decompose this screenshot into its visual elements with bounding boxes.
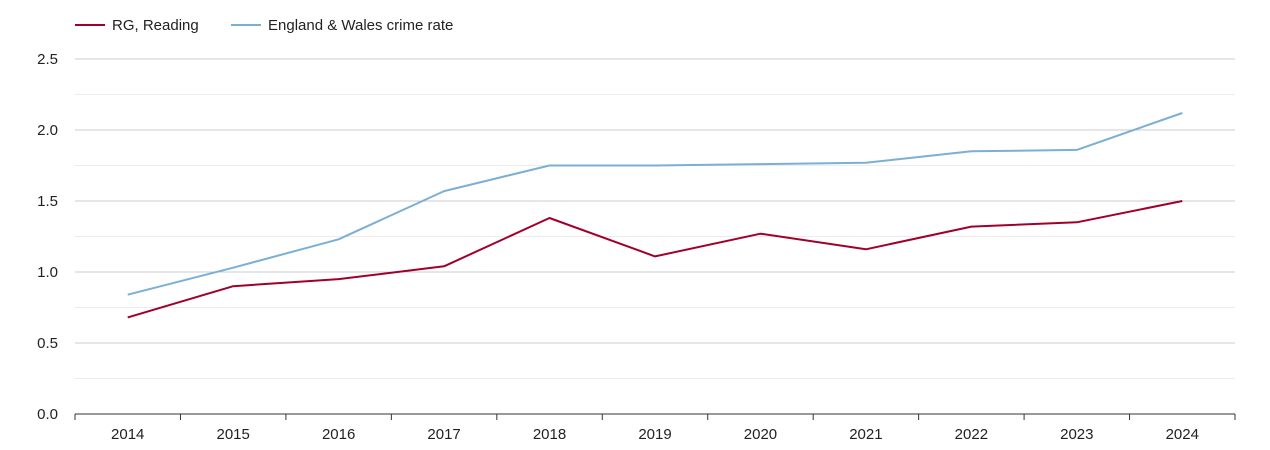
x-tick-label: 2024 (1166, 426, 1199, 443)
legend-label-rg-reading: RG, Reading (112, 17, 199, 34)
legend-item-rg-reading[interactable]: RG, Reading (75, 17, 199, 34)
y-tick-label: 0.0 (37, 406, 58, 423)
grid-lines (75, 58, 1235, 379)
legend-item-england-wales[interactable]: England & Wales crime rate (231, 17, 453, 34)
x-axis: 2014 2015 2016 2017 2018 2019 2020 2021 2022 2023… (74, 413, 1236, 443)
x-tick-label: 2019 (638, 426, 671, 443)
y-tick-label: 2.0 (37, 122, 58, 139)
x-tick-label: 2022 (955, 426, 988, 443)
series-layer (127, 112, 1183, 319)
x-tick-label: 2021 (849, 426, 882, 443)
y-axis: 0.0 0.5 1.0 1.5 2.0 2.5 (37, 51, 58, 423)
legend-label-england-wales: England & Wales crime rate (268, 17, 453, 34)
x-tick-label: 2018 (533, 426, 566, 443)
series-line-rg-reading (127, 200, 1183, 319)
x-tick-label: 2014 (111, 426, 144, 443)
y-tick-label: 2.5 (37, 51, 58, 68)
series-line-england-wales (127, 112, 1183, 296)
x-tick-label: 2016 (322, 426, 355, 443)
x-tick-label: 2023 (1060, 426, 1093, 443)
y-tick-label: 1.5 (37, 193, 58, 210)
x-tick-label: 2015 (216, 426, 249, 443)
y-tick-label: 1.0 (37, 264, 58, 281)
x-tick-label: 2017 (427, 426, 460, 443)
legend: RG, Reading England & Wales crime rate (75, 17, 453, 34)
y-tick-label: 0.5 (37, 335, 58, 352)
x-tick-label: 2020 (744, 426, 777, 443)
